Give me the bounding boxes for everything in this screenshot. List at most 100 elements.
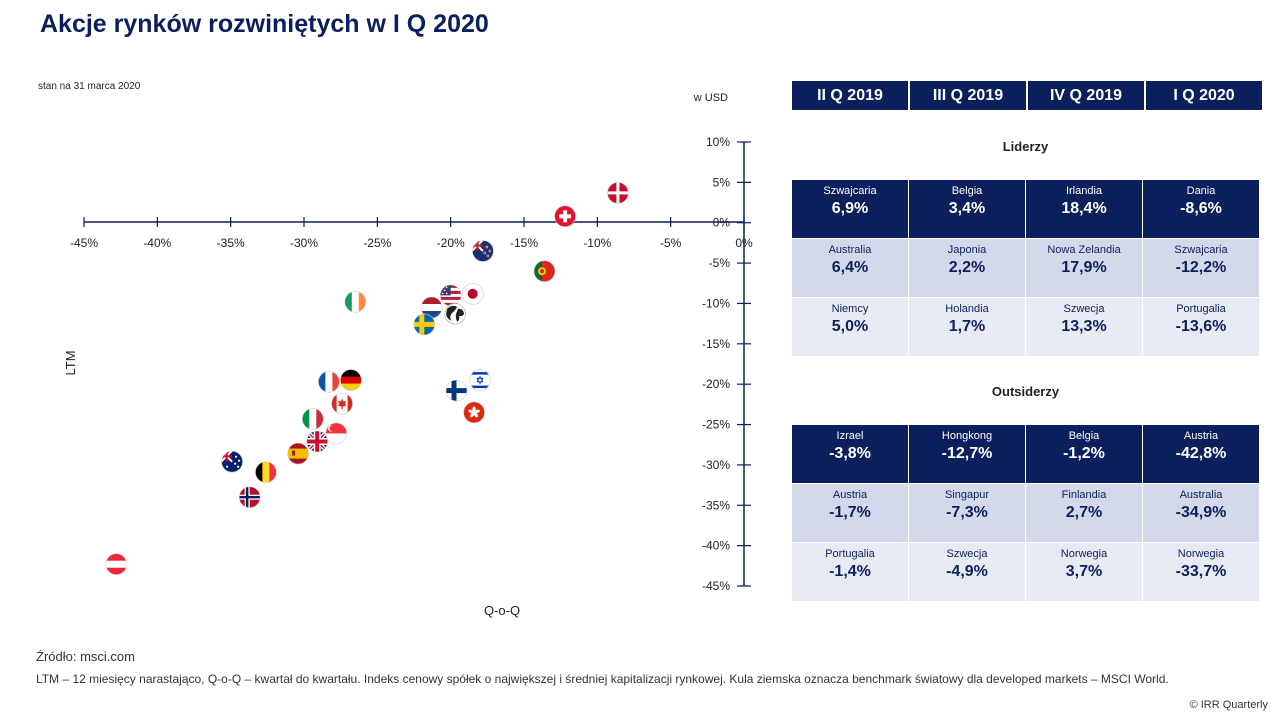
return-value: -12,7% bbox=[941, 445, 993, 462]
israel-flag bbox=[469, 369, 491, 391]
x-tick-label: -5% bbox=[660, 236, 682, 250]
canada-flag bbox=[331, 392, 353, 415]
table-cell: Belgia 3,4% bbox=[909, 180, 1025, 238]
table-cell: Irlandia 18,4% bbox=[1026, 180, 1142, 238]
return-value: -7,3% bbox=[946, 504, 988, 521]
return-value: 2,7% bbox=[1065, 504, 1103, 521]
country-name: Austria bbox=[1183, 430, 1219, 442]
uk-flag bbox=[306, 430, 329, 453]
country-name: Nowa Zelandia bbox=[1047, 244, 1121, 256]
outsiders-table: Izrael -3,8% Hongkong -12,7% Belgia -1,2% Aust… bbox=[792, 425, 1259, 601]
country-name: Izrael bbox=[836, 430, 864, 442]
table-cell: Niemcy 5,0% bbox=[792, 298, 908, 356]
new-zealand-flag bbox=[472, 240, 494, 262]
table-cell: Austria -42,8% bbox=[1143, 425, 1259, 483]
copyright: © IRR Quarterly bbox=[1189, 699, 1268, 711]
quarter-header: II Q 2019 bbox=[792, 81, 908, 110]
hong-kong-flag bbox=[463, 401, 485, 424]
x-axis-title: Q-o-Q bbox=[484, 603, 520, 618]
source-note: Źródło: msci.com bbox=[36, 649, 135, 664]
y-tick-label: -15% bbox=[702, 337, 730, 351]
return-value: 18,4% bbox=[1061, 200, 1107, 217]
table-cell: Szwajcaria 6,9% bbox=[792, 180, 908, 238]
denmark-flag bbox=[607, 182, 629, 204]
y-tick-label: -35% bbox=[702, 498, 730, 512]
finland-flag bbox=[445, 379, 468, 402]
x-tick-label: -20% bbox=[437, 236, 465, 250]
return-value: 13,3% bbox=[1061, 318, 1107, 335]
scatter-chart: w USD -45% -40% -35% -30% -25% -20% -15% -10% -5… bbox=[63, 92, 753, 618]
outsiders-title: Outsiderzy bbox=[991, 384, 1060, 399]
return-value: 6,4% bbox=[831, 259, 869, 276]
y-tick-label: -10% bbox=[702, 296, 730, 310]
country-name: Szwajcaria bbox=[1174, 244, 1228, 256]
country-name: Szwajcaria bbox=[823, 185, 877, 197]
return-value: -34,9% bbox=[1175, 504, 1227, 521]
table-cell: Australia 6,4% bbox=[792, 239, 908, 297]
x-tick-label: -45% bbox=[70, 236, 98, 250]
austria-flag bbox=[105, 553, 128, 576]
country-name: Austria bbox=[832, 489, 868, 501]
return-value: -33,7% bbox=[1175, 563, 1227, 580]
australia-flag bbox=[221, 450, 243, 473]
usa-flag bbox=[439, 284, 462, 307]
country-name: Belgia bbox=[951, 185, 983, 197]
table-cell: Finlandia 2,7% bbox=[1026, 484, 1142, 542]
quarter-header-row: II Q 2019 III Q 2019 IV Q 2019 I Q 2020 bbox=[792, 81, 1262, 110]
spain-flag bbox=[287, 442, 309, 465]
table-cell: Szwajcaria -12,2% bbox=[1143, 239, 1259, 297]
country-name: Finlandia bbox=[1061, 489, 1107, 501]
unit-label: w USD bbox=[693, 92, 728, 104]
table-cell: Austria -1,7% bbox=[792, 484, 908, 542]
return-value: -1,7% bbox=[829, 504, 871, 521]
table-cell: Japonia 2,2% bbox=[909, 239, 1025, 297]
country-name: Niemcy bbox=[831, 303, 869, 315]
x-tick-label: -10% bbox=[583, 236, 611, 250]
return-value: -3,8% bbox=[829, 445, 871, 462]
norway-flag bbox=[238, 486, 261, 509]
table-cell: Portugalia -13,6% bbox=[1143, 298, 1259, 356]
x-tick-label: -30% bbox=[290, 236, 318, 250]
y-tick-label: -30% bbox=[702, 458, 730, 472]
singapore-flag bbox=[325, 422, 348, 445]
table-cell: Dania -8,6% bbox=[1143, 180, 1259, 238]
table-cell: Singapur -7,3% bbox=[909, 484, 1025, 542]
country-name: Holandia bbox=[945, 303, 989, 315]
y-tick-label: -40% bbox=[702, 539, 730, 553]
table-cell: Belgia -1,2% bbox=[1026, 425, 1142, 483]
ireland-flag bbox=[344, 291, 367, 313]
table-cell: Szwecja 13,3% bbox=[1026, 298, 1142, 356]
japan-flag bbox=[461, 283, 484, 305]
return-value: 6,9% bbox=[831, 200, 869, 217]
table-cell: Norwegia -33,7% bbox=[1143, 543, 1259, 601]
table-cell: Szwecja -4,9% bbox=[909, 543, 1025, 601]
return-value: -12,2% bbox=[1175, 259, 1227, 276]
return-value: 3,7% bbox=[1065, 563, 1103, 580]
portugal-flag bbox=[533, 260, 556, 282]
country-name: Japonia bbox=[947, 244, 987, 256]
return-value: 5,0% bbox=[831, 318, 869, 335]
country-name: Norwegia bbox=[1060, 548, 1108, 560]
y-tick-label: -20% bbox=[702, 377, 730, 391]
table-cell: Portugalia -1,4% bbox=[792, 543, 908, 601]
country-name: Portugalia bbox=[825, 548, 875, 560]
x-tick-label: -15% bbox=[510, 236, 538, 250]
table-cell: Hongkong -12,7% bbox=[909, 425, 1025, 483]
x-tick-label: 0% bbox=[735, 236, 753, 250]
leaders-table: Szwajcaria 6,9% Belgia 3,4% Irlandia 18,4% Dan… bbox=[792, 180, 1259, 356]
country-name: Australia bbox=[828, 244, 872, 256]
quarter-header: III Q 2019 bbox=[910, 81, 1026, 110]
footnote: LTM – 12 miesięcy narastająco, Q-o-Q – k… bbox=[36, 672, 1169, 686]
table-cell: Izrael -3,8% bbox=[792, 425, 908, 483]
country-name: Norwegia bbox=[1177, 548, 1225, 560]
switzerland-flag bbox=[554, 205, 576, 228]
x-tick-label: -35% bbox=[217, 236, 245, 250]
country-name: Australia bbox=[1179, 489, 1223, 501]
return-value: -42,8% bbox=[1175, 445, 1227, 462]
table-cell: Nowa Zelandia 17,9% bbox=[1026, 239, 1142, 297]
quarter-header: I Q 2020 bbox=[1146, 81, 1262, 110]
return-value: -13,6% bbox=[1175, 318, 1227, 335]
y-axis-title: LTM bbox=[63, 350, 78, 375]
y-tick-label: 5% bbox=[713, 175, 731, 189]
page-title: Akcje rynków rozwiniętych w I Q 2020 bbox=[40, 10, 489, 38]
